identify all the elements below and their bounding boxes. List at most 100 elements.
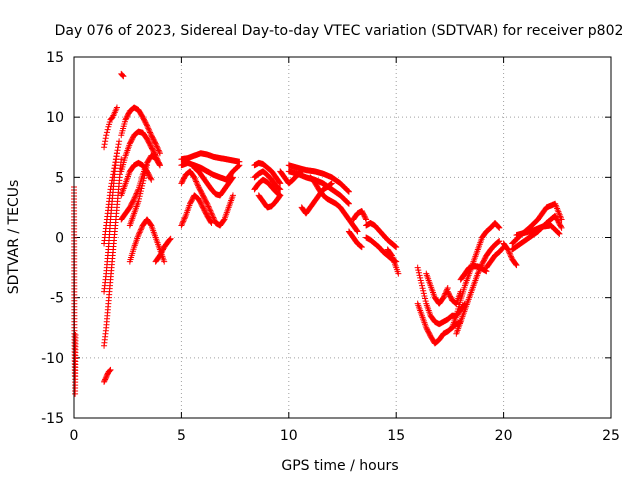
y-tick-label: 0 bbox=[55, 231, 64, 247]
data-point bbox=[298, 168, 305, 175]
data-point bbox=[179, 221, 186, 228]
data-point bbox=[111, 165, 118, 172]
data-point bbox=[180, 218, 187, 225]
data-point bbox=[147, 129, 154, 136]
data-point bbox=[131, 194, 138, 201]
data-point bbox=[276, 179, 283, 186]
data-point bbox=[418, 282, 425, 289]
data-point bbox=[112, 156, 119, 163]
data-point bbox=[181, 215, 188, 222]
data-point bbox=[145, 125, 152, 132]
data-point bbox=[495, 224, 502, 231]
data-point bbox=[136, 193, 143, 200]
data-point bbox=[148, 176, 155, 183]
data-point bbox=[135, 198, 142, 205]
data-point bbox=[153, 143, 160, 150]
data-point bbox=[155, 146, 162, 153]
data-point bbox=[207, 209, 214, 216]
data-point bbox=[277, 192, 284, 199]
data-point bbox=[393, 244, 400, 251]
data-point bbox=[108, 180, 115, 187]
data-point bbox=[205, 203, 212, 210]
data-point bbox=[137, 227, 144, 234]
data-point bbox=[136, 230, 143, 237]
data-point bbox=[147, 221, 154, 228]
data-point bbox=[156, 162, 163, 169]
data-point bbox=[107, 366, 114, 373]
data-point bbox=[235, 162, 242, 169]
data-point bbox=[101, 144, 108, 151]
data-point bbox=[142, 167, 149, 174]
data-point bbox=[178, 222, 185, 229]
data-point bbox=[193, 178, 200, 185]
data-point bbox=[119, 72, 126, 79]
data-point bbox=[345, 200, 352, 207]
data-point bbox=[203, 199, 210, 206]
data-point bbox=[193, 179, 200, 186]
data-point bbox=[207, 207, 214, 214]
data-point bbox=[345, 188, 352, 195]
x-tick-label: 15 bbox=[387, 428, 405, 444]
y-tick-label: -10 bbox=[41, 351, 64, 367]
data-point bbox=[277, 180, 284, 187]
data-point bbox=[112, 159, 119, 166]
data-point bbox=[474, 270, 481, 277]
data-point bbox=[161, 258, 168, 265]
data-point bbox=[116, 138, 123, 145]
data-point bbox=[416, 272, 423, 279]
data-point bbox=[353, 227, 360, 234]
data-point bbox=[204, 200, 211, 207]
data-point bbox=[167, 235, 174, 242]
data-point bbox=[418, 280, 425, 287]
data-point bbox=[140, 175, 147, 182]
data-point bbox=[111, 162, 118, 169]
data-point bbox=[113, 150, 120, 157]
data-point bbox=[495, 238, 502, 245]
data-point bbox=[142, 170, 149, 177]
data-point bbox=[555, 229, 562, 236]
data-point bbox=[166, 236, 173, 243]
data-point bbox=[155, 147, 162, 154]
data-point bbox=[194, 181, 201, 188]
data-point bbox=[496, 238, 503, 245]
data-point bbox=[354, 228, 361, 235]
data-point bbox=[357, 243, 364, 250]
data-point bbox=[297, 169, 304, 176]
data-point bbox=[415, 267, 422, 274]
data-point bbox=[139, 182, 146, 189]
data-point bbox=[345, 200, 352, 207]
data-point bbox=[277, 186, 284, 193]
data-point bbox=[144, 162, 151, 169]
data-point bbox=[191, 175, 198, 182]
data-point bbox=[475, 269, 482, 276]
data-point bbox=[115, 141, 122, 148]
data-point bbox=[505, 247, 512, 254]
data-point bbox=[130, 197, 137, 204]
data-point bbox=[109, 174, 116, 181]
y-tick-label: -5 bbox=[50, 291, 64, 307]
y-tick-label: -15 bbox=[41, 411, 64, 427]
data-point bbox=[507, 253, 514, 260]
data-point bbox=[420, 290, 427, 297]
data-point bbox=[555, 230, 562, 237]
data-marks bbox=[71, 70, 565, 397]
x-tick-label: 10 bbox=[280, 428, 298, 444]
tick-labels: 0 5 10 15 20 25 -15 -10 -5 0 5 10 15 bbox=[41, 50, 620, 444]
data-point bbox=[182, 214, 189, 221]
data-point bbox=[506, 250, 513, 257]
data-point bbox=[229, 175, 236, 182]
data-point bbox=[113, 104, 120, 111]
data-point bbox=[220, 217, 227, 224]
data-point bbox=[298, 168, 305, 175]
data-point bbox=[421, 292, 428, 299]
chart-title: Day 076 of 2023, Sidereal Day-to-day VTE… bbox=[55, 23, 624, 39]
data-point bbox=[344, 187, 351, 194]
data-point bbox=[120, 73, 127, 80]
data-point bbox=[180, 216, 187, 223]
data-point bbox=[136, 195, 143, 202]
data-point bbox=[345, 188, 352, 195]
data-point bbox=[556, 230, 563, 237]
data-point bbox=[229, 192, 236, 199]
data-point bbox=[495, 223, 502, 230]
data-point bbox=[156, 148, 163, 155]
